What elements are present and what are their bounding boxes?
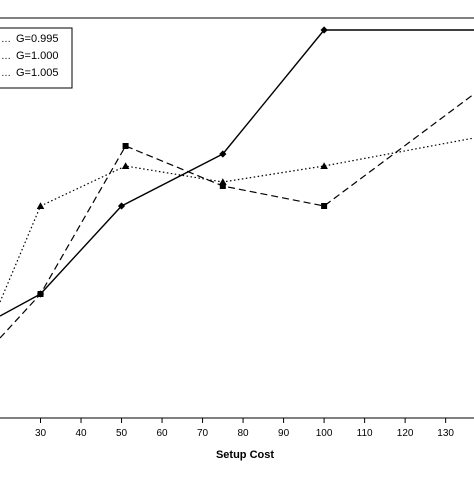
series-line-2: [0, 93, 474, 339]
data-point-marker: [117, 202, 126, 210]
legend-prefix: …: [1, 51, 11, 62]
x-tick-label: 120: [397, 428, 414, 439]
legend-prefix: …: [1, 68, 11, 79]
x-tick-label: 110: [357, 428, 373, 439]
legend-label: G=1.000: [16, 50, 59, 62]
legend-prefix: …: [1, 34, 11, 45]
series-line-1: [0, 29, 474, 317]
data-point-marker: [121, 162, 130, 170]
legend: … G=0.995 … G=1.000 … G=1.005: [0, 27, 73, 89]
data-point-marker: [320, 26, 328, 34]
x-tick-label: 30: [35, 428, 47, 439]
legend-box: [0, 27, 73, 89]
x-tick-label: 80: [238, 428, 250, 439]
legend-label: G=1.005: [16, 67, 59, 79]
axes-layer: 30 40 50 60 70 80 90 100 110 120 130: [0, 17, 474, 439]
markers-layer: [36, 26, 328, 298]
data-point-marker: [219, 183, 226, 189]
x-tick-label: 90: [278, 428, 290, 439]
data-point-marker: [320, 162, 328, 170]
x-axis-label: Setup Cost: [216, 449, 274, 461]
x-tick-label: 40: [75, 428, 87, 439]
legend-label: G=0.995: [16, 33, 59, 45]
data-point-marker: [36, 202, 45, 210]
x-tick-label: 130: [437, 428, 454, 439]
data-point-marker: [219, 178, 227, 186]
x-tick-label: 100: [316, 428, 333, 439]
data-point-marker: [321, 203, 328, 209]
series-line-3: [0, 137, 474, 303]
data-point-marker: [122, 143, 129, 149]
x-tick-label: 50: [116, 428, 128, 439]
data-point-marker: [219, 150, 227, 158]
x-tick-label: 70: [197, 428, 209, 439]
data-point-marker: [37, 291, 44, 297]
x-tick-label: 60: [156, 428, 168, 439]
series-lines-layer: [0, 29, 474, 339]
